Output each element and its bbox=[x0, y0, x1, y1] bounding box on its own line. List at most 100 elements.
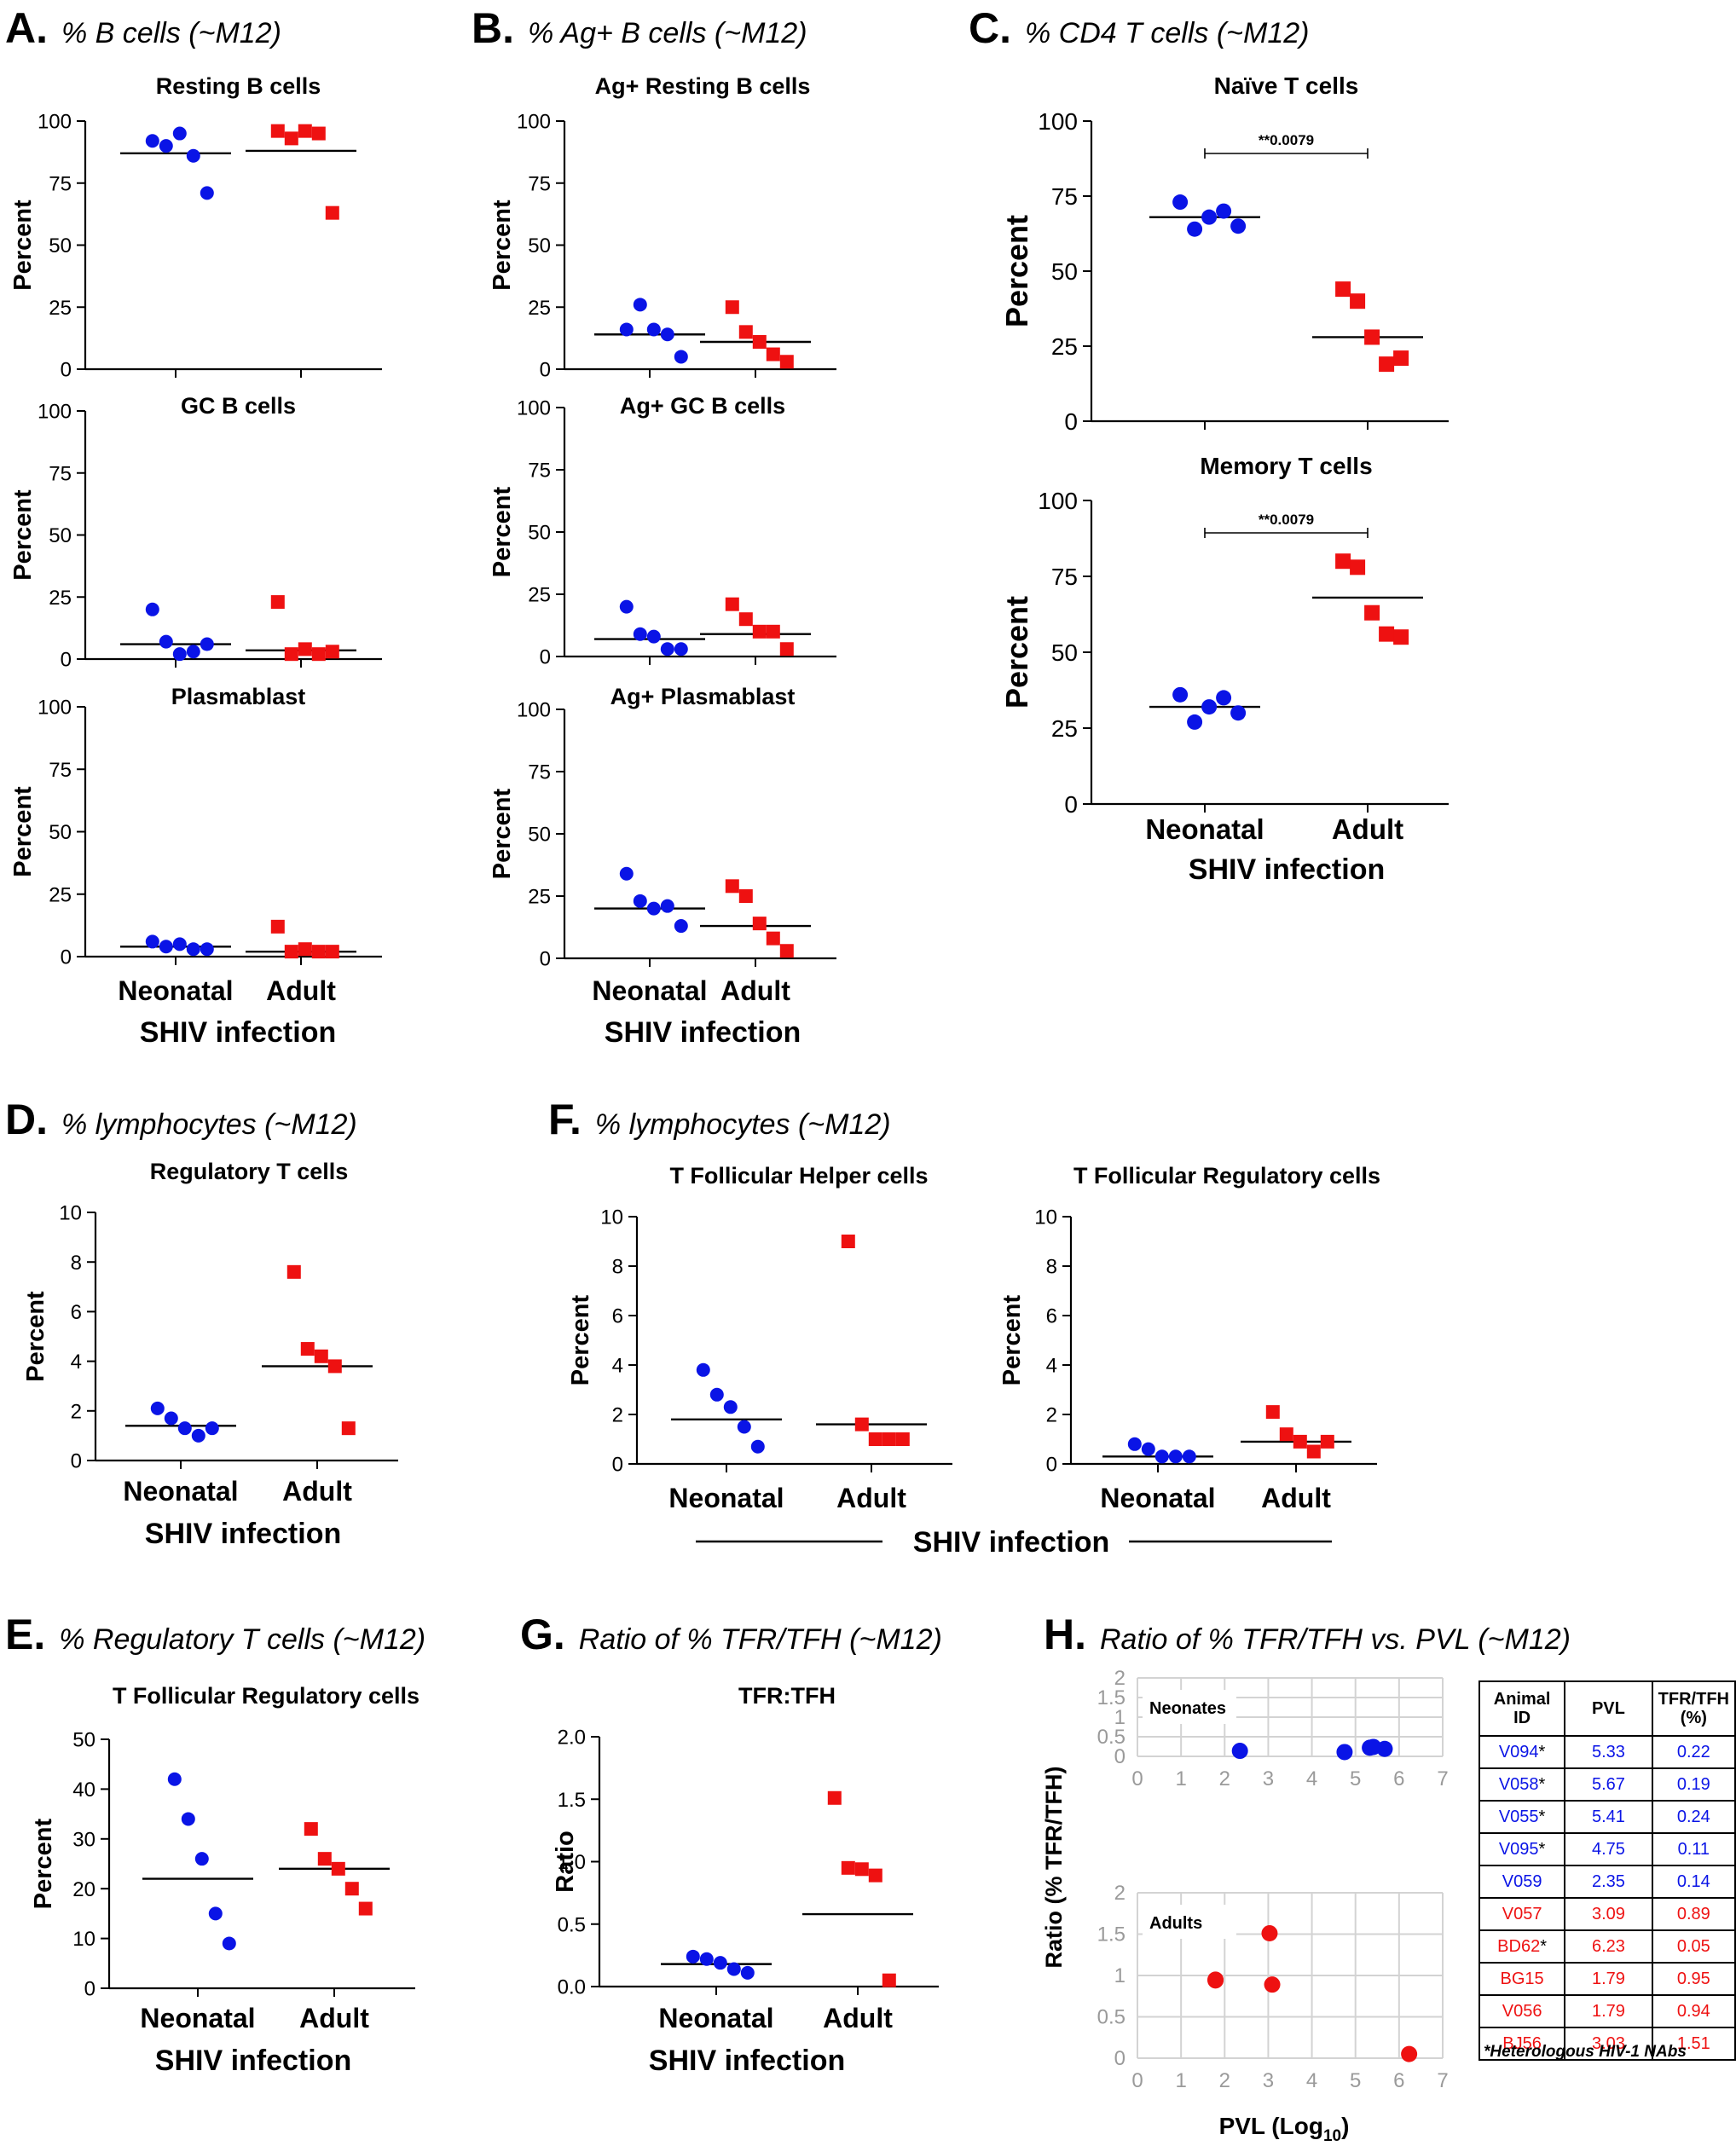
pvl-table-header: Animal ID PVL TFR/TFH (%) bbox=[1478, 1680, 1736, 1737]
a3-point-adult bbox=[298, 942, 312, 957]
a3-point-adult bbox=[311, 945, 326, 959]
b1-point-adult bbox=[779, 355, 794, 369]
e-point-adult bbox=[304, 1822, 318, 1837]
d-ytick-label-4: 8 bbox=[71, 1252, 82, 1275]
c1-sig-label: **0.0079 bbox=[1259, 132, 1314, 148]
f1-ytick-label-5: 10 bbox=[600, 1206, 623, 1229]
c1-point-neonatal bbox=[1216, 203, 1232, 219]
a2-point-neonatal bbox=[172, 647, 187, 662]
b2-ytick-label-0: 0 bbox=[540, 646, 551, 669]
c1-point-adult bbox=[1364, 329, 1380, 345]
e-ytick-label-0: 0 bbox=[84, 1978, 95, 2001]
panel-label-a: A.% B cells (~M12) bbox=[5, 4, 281, 52]
pvl-table-row: V057 3.09 0.89 bbox=[1478, 1897, 1736, 1931]
b1-point-adult bbox=[752, 334, 767, 349]
f1-point-neonatal bbox=[750, 1439, 765, 1454]
a1-point-neonatal bbox=[186, 148, 200, 163]
f1-point-adult bbox=[854, 1417, 869, 1432]
f1-xcat-neonatal: Neonatal bbox=[668, 1483, 784, 1513]
g-point-neonatal bbox=[713, 1956, 727, 1970]
b1-point-neonatal bbox=[646, 322, 661, 337]
e-xcat-adult: Adult bbox=[299, 2003, 369, 2033]
b1-point-adult bbox=[725, 300, 739, 315]
d-group-label: SHIV infection bbox=[145, 1518, 341, 1550]
b2-point-neonatal bbox=[633, 627, 647, 641]
b3-point-adult bbox=[779, 944, 794, 958]
h2-xtick-label-5: 5 bbox=[1350, 2069, 1361, 2092]
h1-point bbox=[1376, 1740, 1393, 1757]
b1-ytick-label-3: 75 bbox=[528, 172, 551, 195]
e-point-neonatal bbox=[208, 1906, 223, 1921]
c1-ytick-label-4: 100 bbox=[1038, 108, 1078, 135]
a2-title: GC B cells bbox=[181, 393, 296, 419]
g-ytick-label-4: 2.0 bbox=[558, 1727, 586, 1750]
e-point-neonatal bbox=[167, 1772, 182, 1786]
a1-ytick-label-4: 100 bbox=[38, 111, 72, 134]
a1-point-adult bbox=[284, 131, 298, 146]
cell-pvl: 5.67 bbox=[1564, 1767, 1653, 1802]
header-ratio: TFR/TFH (%) bbox=[1651, 1680, 1736, 1737]
b1-point-neonatal bbox=[674, 350, 688, 364]
f2-ytick-label-0: 0 bbox=[1046, 1454, 1057, 1477]
g-ylabel: Ratio bbox=[552, 1831, 579, 1893]
cell-animal-id: V057 bbox=[1478, 1897, 1566, 1931]
c1-ylabel: Percent bbox=[999, 215, 1034, 327]
g-point-neonatal bbox=[699, 1952, 714, 1966]
b1-point-adult bbox=[738, 325, 753, 339]
e-point-adult bbox=[344, 1882, 359, 1896]
e-ytick-label-4: 40 bbox=[72, 1779, 95, 1802]
cell-pvl: 5.33 bbox=[1564, 1735, 1653, 1769]
b2-point-adult bbox=[738, 612, 753, 627]
g-ytick-label-3: 1.5 bbox=[558, 1789, 586, 1812]
b-group-label: SHIV infection bbox=[605, 1016, 801, 1049]
a1-ytick-label-2: 50 bbox=[49, 234, 72, 257]
b1-ytick-label-0: 0 bbox=[540, 359, 551, 382]
c2-point-neonatal bbox=[1230, 705, 1247, 721]
a3-ytick-label-2: 50 bbox=[49, 821, 72, 844]
b3-ytick-label-3: 75 bbox=[528, 761, 551, 784]
a2-point-neonatal bbox=[200, 637, 214, 651]
e-point-neonatal bbox=[194, 1852, 209, 1866]
cell-animal-id: V058* bbox=[1478, 1767, 1566, 1802]
f1-point-neonatal bbox=[696, 1362, 710, 1377]
h1-point bbox=[1231, 1743, 1248, 1760]
cell-animal-id: V056 bbox=[1478, 1994, 1566, 2028]
cell-pvl: 2.35 bbox=[1564, 1865, 1653, 1899]
a1-point-neonatal bbox=[200, 186, 214, 200]
d-xcat-neonatal: Neonatal bbox=[123, 1476, 238, 1507]
e-xcat-neonatal: Neonatal bbox=[140, 2003, 255, 2033]
b1-ylabel: Percent bbox=[489, 200, 516, 291]
panel-label-b: B.% Ag+ B cells (~M12) bbox=[472, 4, 807, 52]
b2-point-neonatal bbox=[619, 599, 634, 614]
f1-ytick-label-1: 2 bbox=[612, 1404, 623, 1427]
pvl-table-row: V059 2.35 0.14 bbox=[1478, 1865, 1736, 1899]
f2-ytick-label-3: 6 bbox=[1046, 1305, 1057, 1328]
c2-sig-label: **0.0079 bbox=[1259, 512, 1314, 528]
panel-label-h: H. Ratio of % TFR/TFH vs. PVL (~M12) bbox=[1044, 1611, 1571, 1658]
d-point-neonatal bbox=[150, 1401, 165, 1415]
a1-point-adult bbox=[298, 124, 312, 138]
h2-ytick-label-2: 1 bbox=[1114, 1964, 1126, 1987]
c-group-label: SHIV infection bbox=[1189, 853, 1385, 886]
cell-animal-id: BJ56 bbox=[1478, 2027, 1566, 2061]
f1-point-adult bbox=[882, 1432, 896, 1446]
cell-ratio: 0.11 bbox=[1651, 1832, 1736, 1866]
d-point-neonatal bbox=[205, 1421, 219, 1436]
cell-ratio: 0.14 bbox=[1651, 1865, 1736, 1899]
f1-ylabel: Percent bbox=[567, 1294, 594, 1385]
h2-xtick-label-7: 7 bbox=[1437, 2069, 1448, 2092]
b3-point-adult bbox=[738, 889, 753, 903]
h1-xtick-label-7: 7 bbox=[1437, 1767, 1448, 1790]
c2-point-adult bbox=[1350, 559, 1366, 576]
cell-ratio: 0.94 bbox=[1651, 1994, 1736, 2028]
a2-point-neonatal bbox=[145, 602, 159, 616]
h1-xtick-label-1: 1 bbox=[1175, 1767, 1186, 1790]
c2-ytick-label-3: 75 bbox=[1051, 564, 1078, 590]
h-xlabel: PVL (Log10) bbox=[1219, 2113, 1350, 2145]
cell-ratio: 1.51 bbox=[1651, 2027, 1736, 2061]
cell-animal-id: BG15 bbox=[1478, 1962, 1566, 1996]
b3-title: Ag+ Plasmablast bbox=[610, 684, 796, 709]
e-ytick-label-5: 50 bbox=[72, 1729, 95, 1752]
pvl-table: Animal ID PVL TFR/TFH (%) V094* 5.33 0.22 V05… bbox=[1478, 1680, 1736, 2061]
